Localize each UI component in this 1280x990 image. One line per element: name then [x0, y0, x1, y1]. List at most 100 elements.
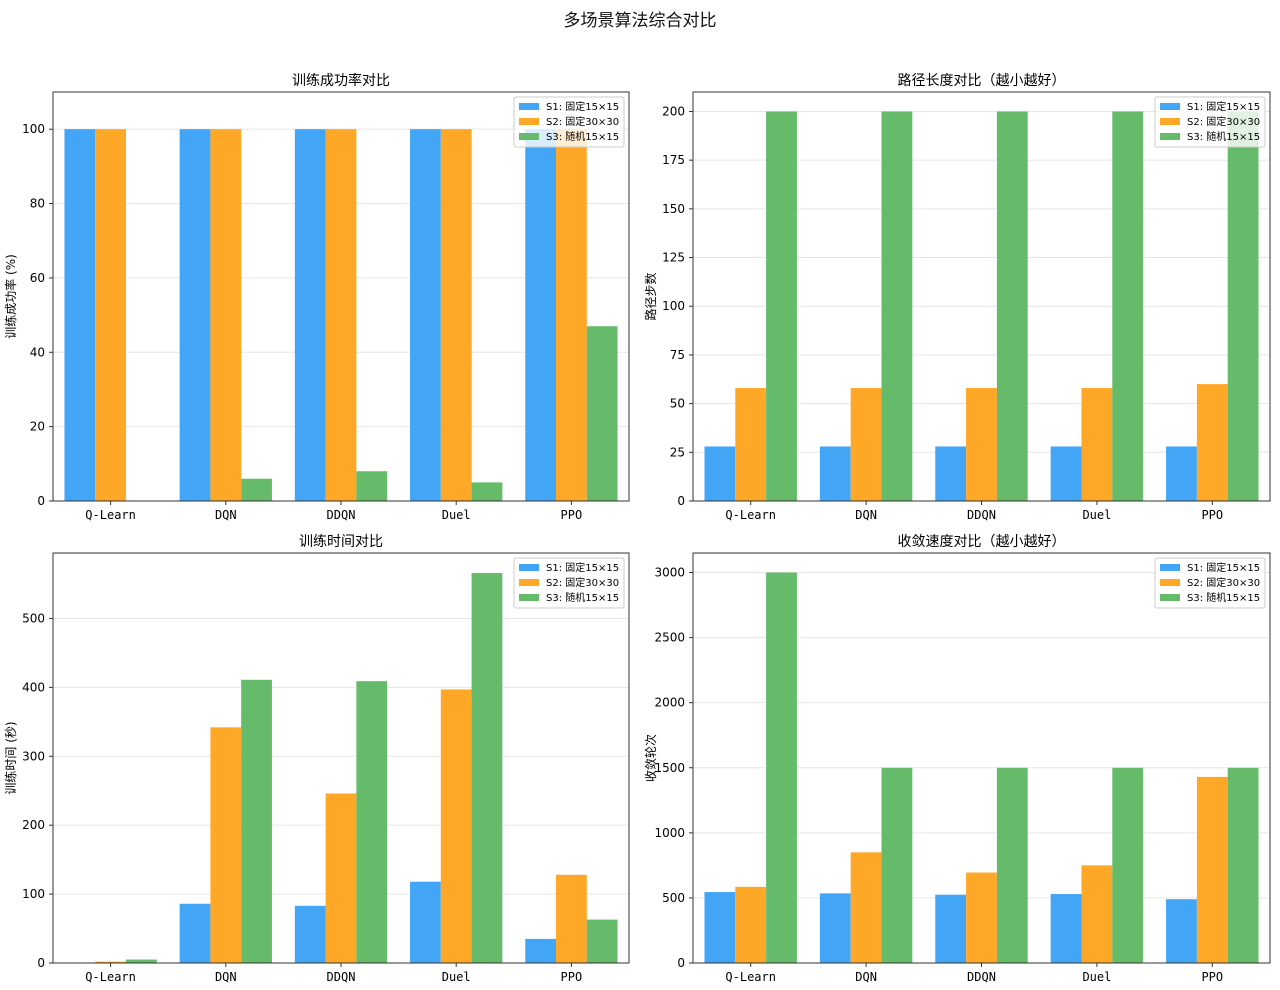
- bar-dqn-s2: [850, 388, 882, 501]
- bar-ddqn-s3: [356, 681, 388, 963]
- y-tick-label: 25: [670, 445, 685, 459]
- x-tick-label: Duel: [1082, 508, 1111, 522]
- y-tick-label: 80: [30, 197, 45, 211]
- subplot-1: 0 20 40 60 80 100 Q-Learn DQN DDQN Duel PPO 训练成功率对比…: [3, 72, 630, 522]
- y-tick-label: 2000: [654, 696, 685, 710]
- bar-duel-s3: [471, 572, 503, 963]
- y-tick-label: 125: [662, 251, 685, 265]
- bar-q-learn-s3: [125, 959, 157, 963]
- y-tick-label: 100: [662, 299, 685, 313]
- legend-swatch-s2: [519, 118, 539, 125]
- bar-duel-s3: [1112, 111, 1144, 501]
- subplot-title: 收敛速度对比（越小越好）: [898, 534, 1066, 550]
- y-tick-label: 175: [662, 153, 685, 167]
- y-tick-label: 0: [677, 494, 685, 508]
- bar-q-learn-s1: [64, 129, 96, 501]
- x-tick-label: Q-Learn: [85, 508, 136, 522]
- bar-dqn-s3: [881, 767, 913, 963]
- y-tick-label: 3000: [654, 566, 685, 580]
- y-tick-label: 200: [662, 104, 685, 118]
- bar-dqn-s2: [850, 852, 882, 963]
- x-tick-label: Duel: [1082, 970, 1111, 984]
- bar-dqn-s1: [179, 129, 211, 501]
- bar-q-learn-s2: [95, 961, 126, 963]
- bar-ddqn-s2: [966, 388, 997, 501]
- bar-duel-s1: [1050, 894, 1082, 963]
- bar-ddqn-s1: [935, 894, 967, 963]
- y-tick-label: 0: [677, 956, 685, 970]
- y-tick-label: 1000: [654, 826, 685, 840]
- bar-ppo-s2: [556, 129, 587, 501]
- x-tick-label: Duel: [442, 970, 471, 984]
- x-tick-label: PPO: [1201, 508, 1223, 522]
- bar-ddqn-s1: [294, 905, 326, 963]
- legend-swatch-s1: [519, 564, 539, 571]
- legend-label-s2: S2: 固定30×30: [546, 115, 619, 128]
- bar-dqn-s3: [241, 478, 272, 501]
- bar-q-learn-s2: [735, 886, 767, 963]
- bar-ppo-s2: [1196, 384, 1228, 501]
- legend-label-s1: S1: 固定15×15: [546, 561, 619, 574]
- bar-dqn-s1: [819, 893, 851, 963]
- bar-dqn-s1: [819, 446, 851, 501]
- bar-duel-s2: [440, 689, 472, 963]
- x-tick-label: PPO: [561, 508, 583, 522]
- x-tick-label: DDQN: [327, 970, 356, 984]
- x-tick-label: DDQN: [967, 508, 996, 522]
- legend-swatch-s1: [519, 103, 539, 110]
- y-tick-label: 0: [37, 956, 45, 970]
- y-axis-label: 收敛轮次: [643, 734, 658, 782]
- y-axis-label: 训练时间 (秒): [3, 721, 18, 794]
- x-tick-label: DQN: [215, 970, 237, 984]
- bar-dqn-s3: [881, 111, 913, 501]
- legend-label-s3: S3: 随机15×15: [1187, 591, 1260, 604]
- legend-swatch-s3: [519, 594, 539, 601]
- legend-swatch-s2: [1160, 118, 1180, 125]
- legend-label-s2: S2: 固定30×30: [546, 576, 619, 589]
- legend-box: [513, 557, 625, 609]
- bar-ppo-s1: [1166, 899, 1197, 963]
- legend-label-s3: S3: 随机15×15: [1187, 130, 1260, 143]
- y-tick-label: 500: [22, 611, 45, 625]
- bar-q-learn-s3: [766, 572, 797, 963]
- bar-q-learn-s3: [766, 111, 797, 501]
- bar-q-learn-s1: [704, 446, 736, 501]
- x-tick-label: Q-Learn: [725, 508, 776, 522]
- y-tick-label: 500: [662, 891, 685, 905]
- legend: S1: 固定15×15 S2: 固定30×30 S3: 随机15×15: [1154, 96, 1266, 148]
- bar-ppo-s1: [525, 938, 557, 963]
- legend-swatch-s1: [1160, 103, 1180, 110]
- bar-q-learn-s1: [704, 892, 736, 963]
- legend-swatch-s1: [1160, 564, 1180, 571]
- bar-ddqn-s2: [966, 872, 997, 963]
- legend-swatch-s3: [1160, 133, 1180, 140]
- y-tick-label: 75: [670, 348, 685, 362]
- bar-ddqn-s3: [996, 767, 1028, 963]
- y-tick-label: 300: [22, 749, 45, 763]
- y-tick-label: 100: [22, 887, 45, 901]
- y-tick-label: 40: [30, 345, 45, 359]
- subplot-2: 0 25 50 75 100 125 150 175 200 Q-Learn DQN DDQN Duel…: [643, 73, 1271, 522]
- bar-duel-s1: [410, 881, 441, 963]
- bar-ppo-s2: [556, 874, 587, 963]
- bar-duel-s1: [410, 129, 441, 501]
- y-axis-label: 训练成功率 (%): [3, 254, 18, 339]
- legend-swatch-s3: [519, 133, 539, 140]
- x-tick-label: Q-Learn: [725, 970, 776, 984]
- x-tick-label: Duel: [442, 508, 471, 522]
- bar-ddqn-s3: [356, 471, 388, 501]
- y-tick-label: 2500: [654, 631, 685, 645]
- bar-ddqn-s2: [325, 793, 357, 963]
- bar-ddqn-s1: [294, 129, 326, 501]
- bar-ppo-s3: [1227, 111, 1259, 501]
- y-tick-label: 50: [670, 397, 685, 411]
- bar-ddqn-s2: [325, 129, 357, 501]
- subplot-title: 路径长度对比（越小越好）: [898, 73, 1066, 89]
- subplot-title: 训练时间对比: [299, 534, 383, 550]
- x-tick-label: DDQN: [327, 508, 356, 522]
- y-tick-label: 0: [37, 494, 45, 508]
- x-tick-label: DDQN: [967, 970, 996, 984]
- bar-duel-s1: [1050, 446, 1082, 501]
- bar-ddqn-s3: [996, 111, 1028, 501]
- y-tick-label: 150: [662, 202, 685, 216]
